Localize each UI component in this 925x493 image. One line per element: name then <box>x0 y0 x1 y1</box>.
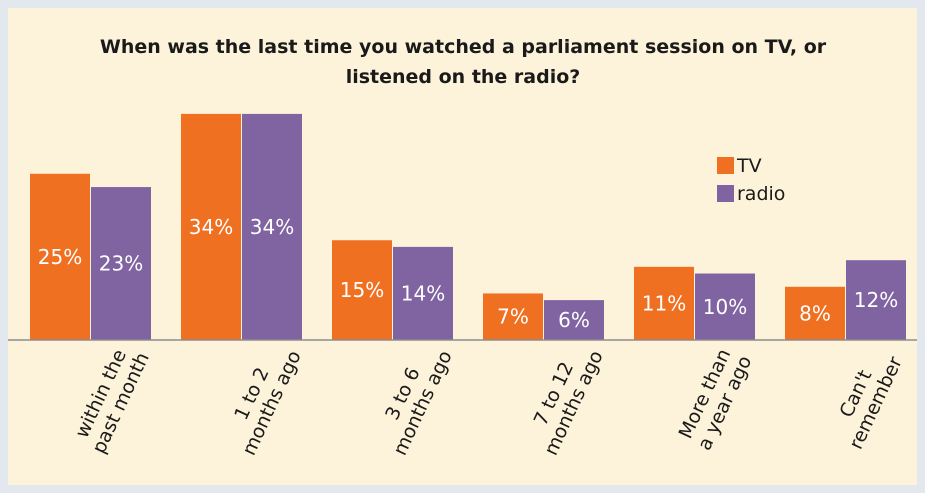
value-label-radio-0: 23% <box>99 252 143 276</box>
bar-tv-3 <box>483 293 543 340</box>
value-label-radio-2: 14% <box>401 281 445 305</box>
bar-tv-0 <box>30 173 90 340</box>
bar-radio-4 <box>695 273 755 340</box>
legend-label-radio: radio <box>737 183 785 205</box>
bar-radio-2 <box>393 246 453 340</box>
bar-radio-3 <box>544 300 604 340</box>
bar-tv-5 <box>785 286 845 340</box>
legend-label-tv: TV <box>736 155 762 177</box>
bar-radio-1 <box>242 113 302 341</box>
bar-radio-0 <box>91 187 151 340</box>
value-label-radio-1: 34% <box>250 215 294 239</box>
chart-panel: When was the last time you watched a par… <box>8 8 917 485</box>
value-label-tv-0: 25% <box>38 245 82 269</box>
value-label-radio-5: 12% <box>854 288 898 312</box>
value-label-tv-1: 34% <box>189 215 233 239</box>
legend-swatch-tv <box>717 157 734 174</box>
value-label-radio-4: 10% <box>703 295 747 319</box>
bar-tv-4 <box>634 266 694 340</box>
value-label-tv-4: 11% <box>642 291 686 315</box>
value-label-radio-3: 6% <box>558 308 590 332</box>
bar-tv-2 <box>332 240 392 340</box>
legend-swatch-radio <box>717 185 734 202</box>
bar-tv-1 <box>181 113 241 341</box>
bar-radio-5 <box>846 260 906 340</box>
chart-title: When was the last time you watched a par… <box>99 36 827 88</box>
value-label-tv-5: 8% <box>799 301 831 325</box>
value-label-tv-2: 15% <box>340 278 384 302</box>
value-label-tv-3: 7% <box>497 305 529 329</box>
